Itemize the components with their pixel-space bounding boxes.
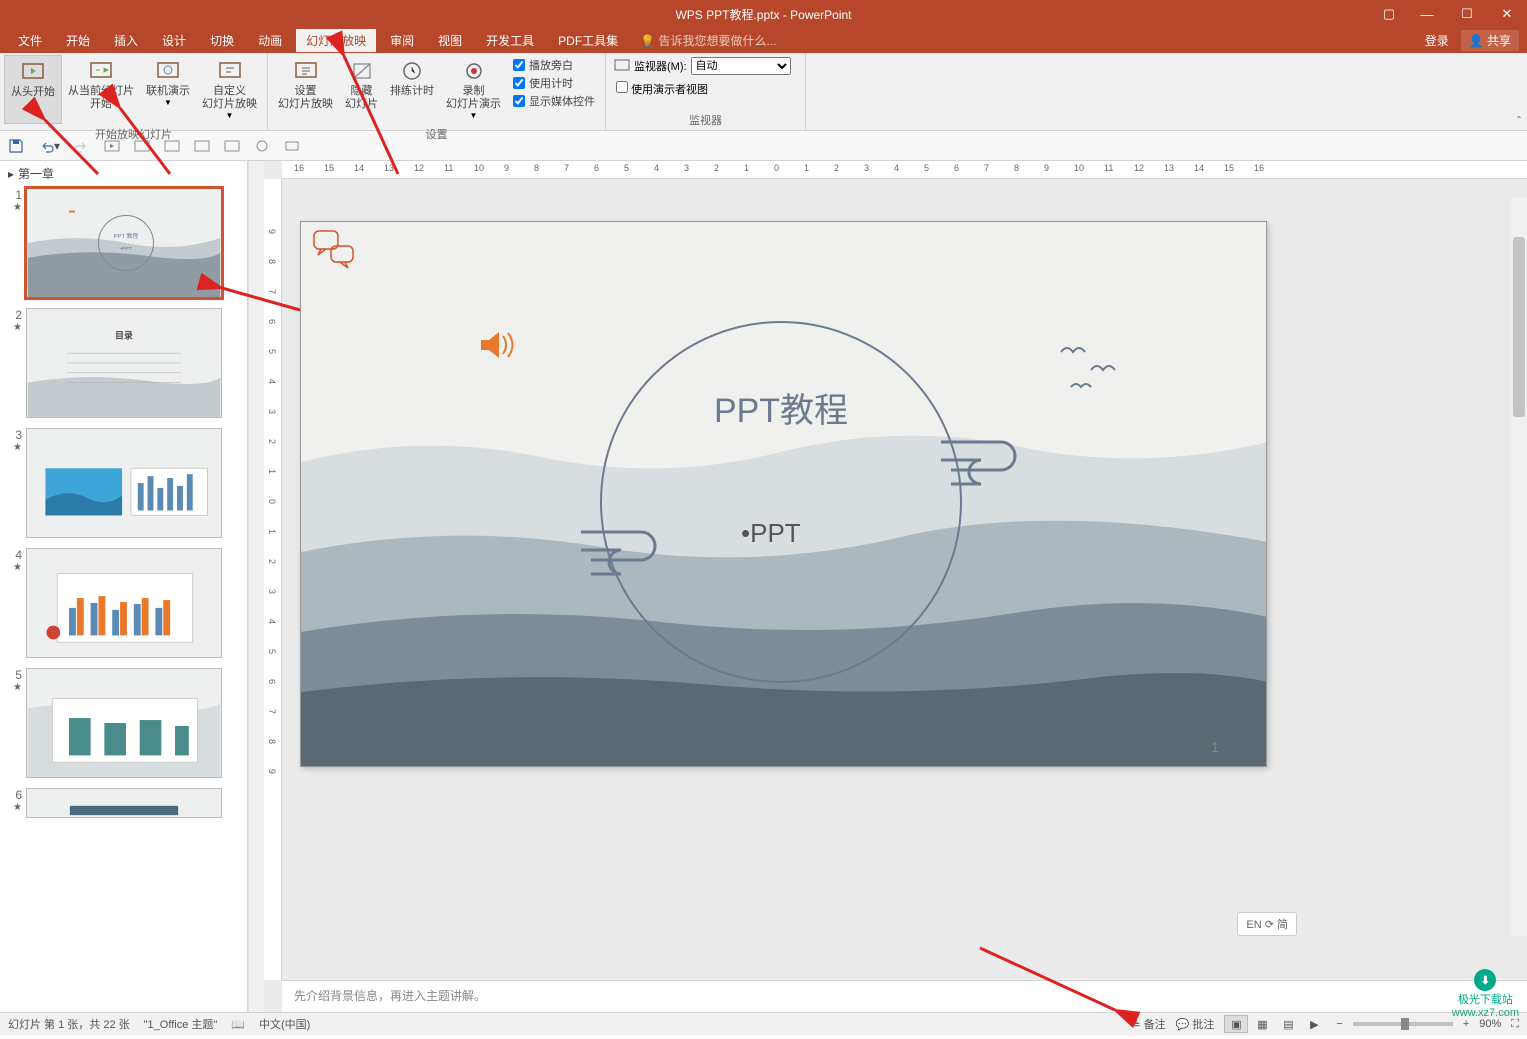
slideshow-view-icon[interactable]: ▶	[1302, 1015, 1326, 1033]
window-controls: ▢ — ☐ ✕	[1371, 0, 1527, 28]
narration-checkbox[interactable]: 播放旁白	[513, 57, 595, 73]
tab-slideshow[interactable]: 幻灯片放映	[296, 29, 376, 52]
tab-file[interactable]: 文件	[8, 29, 52, 52]
slide-canvas[interactable]: PPT教程 •PPT 1	[300, 221, 1267, 767]
status-bar: 幻灯片 第 1 张，共 22 张 "1_Office 主题" 📖 中文(中国) …	[0, 1012, 1527, 1035]
language-indicator[interactable]: 中文(中国)	[259, 1016, 310, 1032]
notes-pane[interactable]: 先介绍背景信息，再进入主题讲解。	[282, 980, 1527, 1012]
hide-slide-icon	[350, 59, 374, 83]
rehearse-button[interactable]: 排练计时	[384, 55, 440, 124]
editor-area: 1615141312111098765432101234567891011121…	[264, 161, 1527, 1012]
horizontal-ruler: 1615141312111098765432101234567891011121…	[282, 161, 1527, 179]
zoom-level[interactable]: 90%	[1479, 1018, 1501, 1030]
section-header[interactable]: ▸ 第一章	[0, 161, 247, 186]
svg-text:PPT 教程: PPT 教程	[114, 232, 139, 240]
comment-icon[interactable]	[313, 230, 357, 270]
slide-counter: 幻灯片 第 1 张，共 22 张	[8, 1016, 130, 1032]
title-bar: WPS PPT教程.pptx - PowerPoint ▢ — ☐ ✕	[0, 0, 1527, 28]
canvas-area[interactable]: PPT教程 •PPT 1	[282, 179, 1527, 980]
ribbon-group-monitor: 监视器(M): 自动 使用演示者视图 监视器	[606, 53, 806, 130]
maximize-icon[interactable]: ☐	[1447, 0, 1487, 28]
hide-slide-button[interactable]: 隐藏 幻灯片	[339, 55, 384, 124]
fit-window-icon[interactable]: ⛶	[1511, 1018, 1519, 1031]
ribbon: 从头开始 从当前幻灯片 开始 联机演示 ▼ 自定义 幻灯片放映 ▼ 开始放映幻灯…	[0, 53, 1527, 131]
globe-monitor-icon	[156, 59, 180, 83]
thumbnail-list[interactable]: 1★ PPT 教程 •PPT 2★ 目录	[0, 186, 247, 1012]
panel-scrollbar[interactable]	[248, 161, 264, 1012]
watermark: ⬇ 极光下载站 www.xz7.com	[1452, 969, 1519, 1019]
tab-insert[interactable]: 插入	[104, 29, 148, 52]
slide-thumb-6[interactable]	[26, 788, 222, 818]
minimize-icon[interactable]: —	[1407, 0, 1447, 28]
slide-thumb-1[interactable]: PPT 教程 •PPT	[26, 188, 222, 298]
spell-check-icon[interactable]: 📖	[231, 1018, 245, 1031]
svg-text:•PPT: •PPT	[120, 246, 131, 252]
close-icon[interactable]: ✕	[1487, 0, 1527, 28]
presenter-view-checkbox[interactable]: 使用演示者视图	[616, 81, 708, 97]
window-title: WPS PPT教程.pptx - PowerPoint	[675, 6, 851, 23]
redo-icon[interactable]	[74, 138, 90, 154]
ribbon-group-setup: 设置 幻灯片放映 隐藏 幻灯片 排练计时 录制 幻灯片演示 ▼ 播放旁白 使用计…	[268, 53, 606, 130]
from-current-button[interactable]: 从当前幻灯片 开始	[62, 55, 140, 124]
slide-thumb-5[interactable]	[26, 668, 222, 778]
zoom-out-icon[interactable]: −	[1336, 1018, 1342, 1030]
vertical-ruler: 9876543210123456789	[264, 179, 282, 980]
ribbon-options-icon[interactable]: ▢	[1371, 0, 1407, 28]
record-icon	[462, 59, 486, 83]
view-mode-buttons: ▣ ▦ ▤ ▶	[1224, 1015, 1326, 1033]
notes-button[interactable]: ≜ 备注	[1131, 1016, 1165, 1032]
play-monitor-icon	[21, 60, 45, 84]
ribbon-group-start: 从头开始 从当前幻灯片 开始 联机演示 ▼ 自定义 幻灯片放映 ▼ 开始放映幻灯…	[0, 53, 268, 130]
tab-view[interactable]: 视图	[428, 29, 472, 52]
slide-title: PPT教程	[714, 392, 848, 430]
ime-indicator[interactable]: EN ⟳ 简	[1237, 912, 1297, 936]
comments-button[interactable]: 💬 批注	[1176, 1016, 1215, 1032]
reading-view-icon[interactable]: ▤	[1276, 1015, 1300, 1033]
share-button[interactable]: 👤 共享	[1461, 30, 1519, 51]
slide-thumb-2[interactable]: 目录	[26, 308, 222, 418]
menu-bar: 文件 开始 插入 设计 切换 动画 幻灯片放映 审阅 视图 开发工具 PDF工具…	[0, 28, 1527, 53]
ribbon-group-label: 开始放映幻灯片	[4, 124, 263, 144]
ribbon-group-label: 监视器	[610, 110, 801, 130]
slide-subtitle: •PPT	[741, 518, 801, 548]
collapse-ribbon-icon[interactable]: ˆ	[1517, 114, 1521, 128]
zoom-in-icon[interactable]: +	[1463, 1018, 1469, 1030]
setup-icon	[294, 59, 318, 83]
tab-review[interactable]: 审阅	[380, 29, 424, 52]
workspace: ▸ 第一章 1★ PPT 教程 •PPT 2★	[0, 161, 1527, 1012]
monitor-select[interactable]: 自动	[691, 57, 791, 75]
zoom-slider[interactable]	[1353, 1022, 1453, 1026]
play-current-icon	[89, 59, 113, 83]
vertical-scrollbar[interactable]	[1511, 197, 1527, 936]
tell-me-search[interactable]: 💡 告诉我您想要做什么...	[640, 32, 776, 49]
clock-icon	[400, 59, 424, 83]
setup-slideshow-button[interactable]: 设置 幻灯片放映	[272, 55, 339, 124]
sorter-view-icon[interactable]: ▦	[1250, 1015, 1274, 1033]
login-link[interactable]: 登录	[1425, 32, 1449, 49]
svg-text:1: 1	[1211, 739, 1219, 755]
tab-home[interactable]: 开始	[56, 29, 100, 52]
timings-checkbox[interactable]: 使用计时	[513, 75, 595, 91]
custom-show-icon	[218, 59, 242, 83]
tab-animations[interactable]: 动画	[248, 29, 292, 52]
custom-slideshow-button[interactable]: 自定义 幻灯片放映 ▼	[196, 55, 263, 124]
normal-view-icon[interactable]: ▣	[1224, 1015, 1248, 1033]
tab-developer[interactable]: 开发工具	[476, 29, 544, 52]
slide-thumb-3[interactable]	[26, 428, 222, 538]
theme-name: "1_Office 主题"	[144, 1016, 218, 1032]
slide-thumb-4[interactable]	[26, 548, 222, 658]
record-button[interactable]: 录制 幻灯片演示 ▼	[440, 55, 507, 124]
ribbon-group-label: 设置	[272, 124, 601, 144]
media-controls-checkbox[interactable]: 显示媒体控件	[513, 93, 595, 109]
tab-transitions[interactable]: 切换	[200, 29, 244, 52]
slide-panel: ▸ 第一章 1★ PPT 教程 •PPT 2★	[0, 161, 248, 1012]
svg-text:目录: 目录	[115, 330, 133, 340]
from-beginning-button[interactable]: 从头开始	[4, 55, 62, 124]
tab-pdf[interactable]: PDF工具集	[548, 29, 628, 52]
tab-design[interactable]: 设计	[152, 29, 196, 52]
monitor-icon	[614, 59, 630, 73]
present-online-button[interactable]: 联机演示 ▼	[140, 55, 196, 124]
